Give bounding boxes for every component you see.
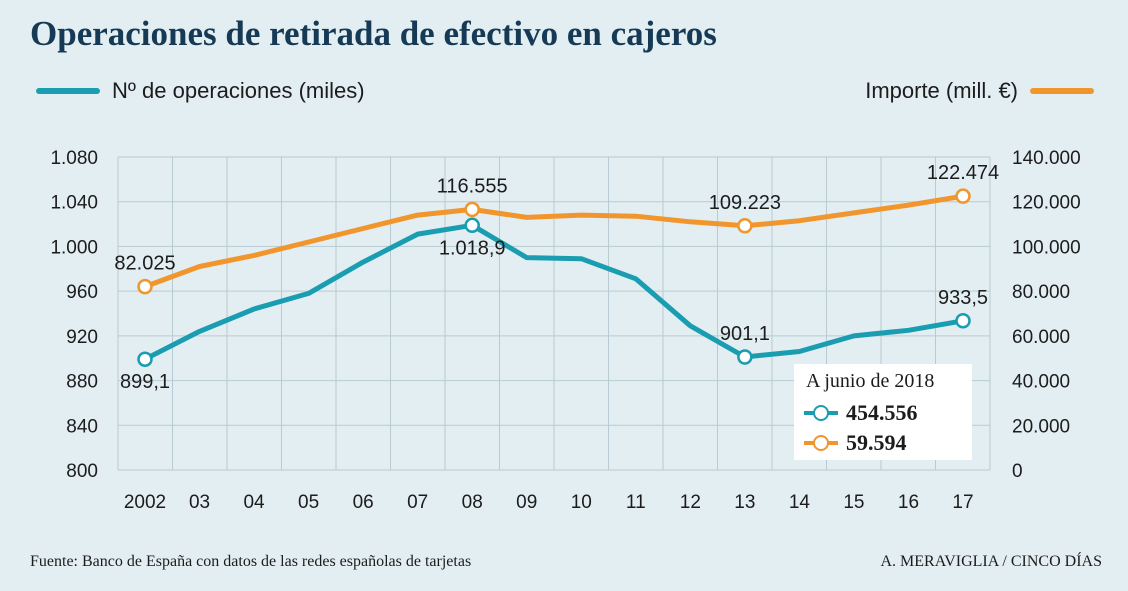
left-tick-label: 880 bbox=[66, 372, 98, 393]
right-tick-label: 120.000 bbox=[1012, 193, 1081, 214]
data-point-marker bbox=[737, 349, 753, 365]
chart-title: Operaciones de retirada de efectivo en c… bbox=[30, 14, 717, 53]
june-2018-box: A junio de 2018 454.556 59.594 bbox=[794, 364, 972, 460]
x-tick-label: 03 bbox=[189, 492, 210, 513]
left-tick-label: 840 bbox=[66, 416, 98, 437]
x-tick-label: 14 bbox=[789, 492, 811, 513]
importe-marker-icon bbox=[804, 435, 838, 451]
data-point-marker bbox=[737, 218, 753, 234]
data-point-marker bbox=[137, 351, 153, 367]
right-tick-label: 100.000 bbox=[1012, 237, 1081, 258]
data-point-marker bbox=[955, 188, 971, 204]
legend-operaciones-swatch bbox=[36, 88, 100, 94]
left-tick-label: 920 bbox=[66, 327, 98, 348]
data-label: 933,5 bbox=[938, 287, 988, 309]
x-tick-label: 11 bbox=[626, 492, 646, 513]
june-2018-operaciones: 454.556 bbox=[804, 400, 918, 426]
right-tick-label: 80.000 bbox=[1012, 282, 1070, 303]
data-label: 1.018,9 bbox=[439, 237, 506, 259]
left-tick-label: 800 bbox=[66, 461, 98, 482]
left-tick-label: 1.040 bbox=[50, 193, 98, 214]
left-tick-label: 960 bbox=[66, 282, 98, 303]
legend-operaciones-label: Nº de operaciones (miles) bbox=[112, 78, 365, 103]
june-2018-title: A junio de 2018 bbox=[806, 370, 935, 392]
legend-importe-label: Importe (mill. €) bbox=[865, 78, 1018, 103]
left-tick-label: 1.080 bbox=[50, 148, 98, 169]
right-tick-label: 40.000 bbox=[1012, 372, 1070, 393]
x-tick-label: 16 bbox=[898, 492, 919, 513]
x-tick-label: 07 bbox=[407, 492, 428, 513]
x-tick-label: 04 bbox=[243, 492, 265, 513]
left-tick-label: 1.000 bbox=[50, 237, 98, 258]
x-tick-label: 15 bbox=[843, 492, 864, 513]
data-label: 899,1 bbox=[120, 371, 170, 393]
x-tick-label: 05 bbox=[298, 492, 319, 513]
data-label: 901,1 bbox=[720, 323, 770, 345]
series-line-operaciones bbox=[142, 222, 966, 362]
june-2018-operaciones-value: 454.556 bbox=[846, 400, 918, 425]
legend-importe: Importe (mill. €) bbox=[865, 78, 1094, 104]
june-2018-importe-value: 59.594 bbox=[846, 430, 907, 455]
x-tick-label: 2002 bbox=[124, 492, 166, 513]
x-tick-label: 13 bbox=[734, 492, 755, 513]
legend-importe-swatch bbox=[1030, 88, 1094, 94]
right-tick-label: 60.000 bbox=[1012, 327, 1070, 348]
data-point-marker bbox=[464, 217, 480, 234]
x-tick-label: 09 bbox=[516, 492, 537, 513]
operaciones-marker-icon bbox=[804, 405, 838, 421]
x-tick-label: 17 bbox=[952, 492, 973, 513]
x-tick-label: 10 bbox=[571, 492, 592, 513]
data-point-marker bbox=[464, 201, 480, 218]
x-tick-label: 06 bbox=[353, 492, 374, 513]
june-2018-importe: 59.594 bbox=[804, 430, 907, 456]
right-tick-label: 140.000 bbox=[1012, 148, 1081, 169]
legend-operaciones: Nº de operaciones (miles) bbox=[36, 78, 365, 104]
right-tick-label: 0 bbox=[1012, 461, 1023, 482]
data-label: 82.025 bbox=[114, 253, 175, 275]
data-point-marker bbox=[955, 313, 971, 329]
source-note: Fuente: Banco de España con datos de las… bbox=[30, 553, 472, 570]
x-tick-label: 12 bbox=[680, 492, 701, 513]
x-tick-label: 08 bbox=[462, 492, 483, 513]
data-label: 122.474 bbox=[927, 162, 999, 184]
series-line-importe bbox=[142, 193, 966, 290]
credit-note: A. MERAVIGLIA / CINCO DÍAS bbox=[880, 553, 1103, 570]
data-point-marker bbox=[137, 278, 153, 295]
data-label: 109.223 bbox=[709, 192, 781, 214]
data-label: 116.555 bbox=[437, 175, 508, 197]
right-tick-label: 20.000 bbox=[1012, 416, 1070, 437]
